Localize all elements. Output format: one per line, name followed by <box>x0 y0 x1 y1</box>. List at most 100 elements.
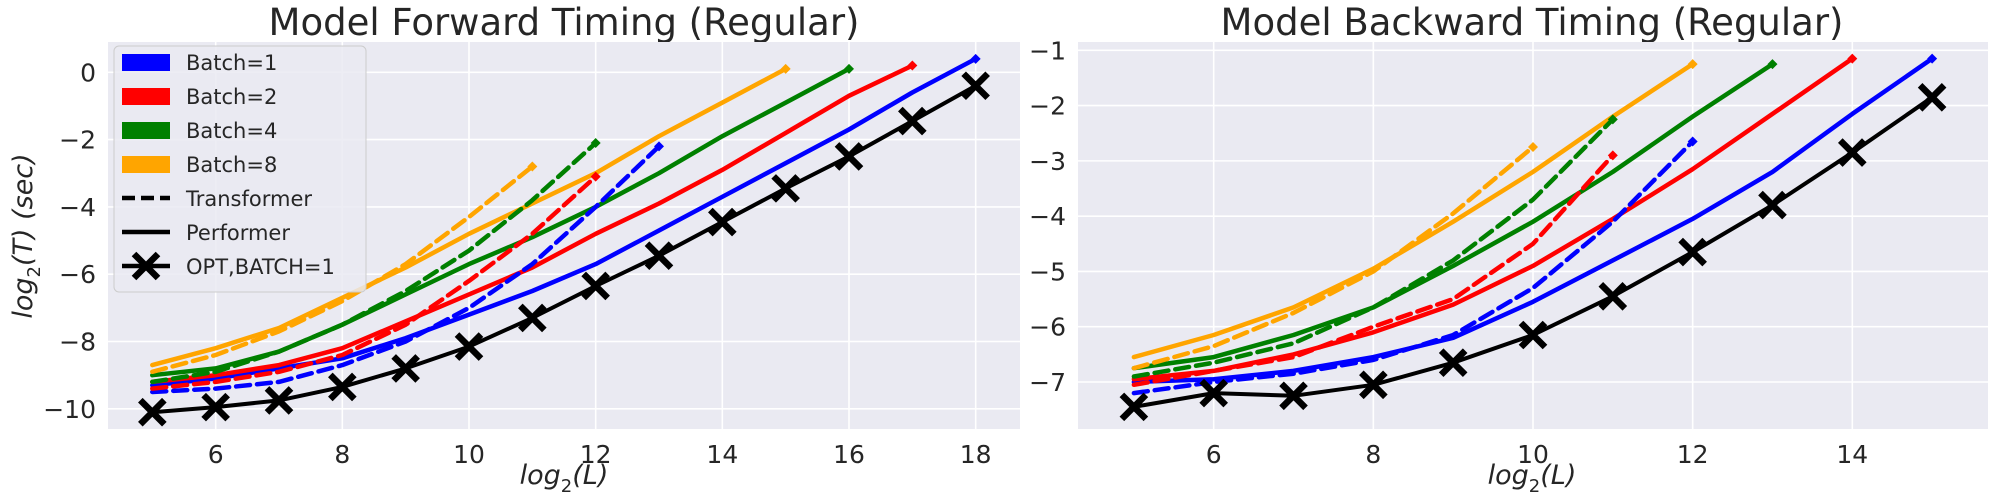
left-x-axis-label: log2(L) <box>520 460 609 497</box>
left-panel: Model Forward Timing (Regular) 6 8 10 12 14 1… <box>8 1 1020 497</box>
opt-batch-1-point <box>708 207 737 237</box>
performer-batch-2-end-marker <box>907 60 918 71</box>
opt-batch-1-point <box>1279 381 1308 411</box>
x-tick-label: 14 <box>1836 440 1868 469</box>
left-chart-title: Model Forward Timing (Regular) <box>269 1 860 44</box>
opt-batch-1-point <box>518 303 547 333</box>
y-tick-label: −6 <box>1029 313 1066 342</box>
y-tick-label: −5 <box>1029 257 1066 286</box>
y-tick-label: −10 <box>43 395 96 424</box>
opt-batch-1-point <box>1678 237 1707 267</box>
transformer-batch-8-line <box>150 164 535 375</box>
legend-label-batch-8: Batch=8 <box>186 153 277 177</box>
legend-label-transformer: Transformer <box>185 187 312 211</box>
left-y-axis-label: log2(T) (sec) <box>8 153 45 318</box>
x-tick-label: 10 <box>453 440 485 469</box>
performer-batch-8-end-marker <box>780 63 791 74</box>
opt-batch-1-point <box>1598 282 1628 311</box>
x-tick-label: 10 <box>1517 440 1549 469</box>
x-tick-label: 12 <box>1677 440 1709 469</box>
legend-label-batch-1: Batch=1 <box>186 51 277 75</box>
transformer-batch-4-end-marker <box>590 137 601 148</box>
legend-box <box>113 45 367 293</box>
right-tick-labels: 6 8 10 12 14 −1 −2 −3 −4 −5 −6 −7 <box>1029 36 1868 469</box>
transformer-batch-4-line <box>1131 117 1616 379</box>
performer-batch-4-end-marker <box>844 63 854 74</box>
y-tick-label: −3 <box>1029 147 1066 176</box>
opt-batch-1-point <box>138 397 167 427</box>
transformer-batch-1-line <box>1131 139 1695 396</box>
y-tick-label: −2 <box>59 126 96 155</box>
performer-batch-2-line <box>150 63 915 385</box>
opt-batch-1-point <box>1438 348 1468 377</box>
opt-batch-1-point <box>1518 320 1548 350</box>
legend-swatch-batch-2 <box>122 88 170 105</box>
opt-batch-1-point <box>1359 370 1388 400</box>
opt-batch-1-point <box>961 71 990 101</box>
opt-batch-1-line <box>150 83 978 415</box>
y-tick-label: −2 <box>1029 92 1066 121</box>
opt-batch-1-point <box>264 386 294 415</box>
y-tick-label: −1 <box>1029 36 1066 65</box>
transformer-batch-2-end-marker <box>590 171 601 182</box>
opt-batch-1-point <box>771 174 800 203</box>
legend-swatch-batch-4 <box>122 122 170 139</box>
x-tick-label: 18 <box>960 440 992 469</box>
transformer-batch-8-line <box>1131 144 1536 371</box>
transformer-batch-4-line <box>150 140 598 385</box>
performer-batch-4-end-marker <box>1767 59 1778 70</box>
legend-label-performer: Performer <box>186 221 290 245</box>
x-tick-label: 6 <box>1206 440 1222 469</box>
x-tick-label: 12 <box>580 440 612 469</box>
right-series <box>1119 53 1947 422</box>
legend-label-batch-2: Batch=2 <box>186 85 277 109</box>
legend-label-batch-4: Batch=4 <box>186 119 277 143</box>
transformer-batch-1-end-marker <box>1687 136 1698 147</box>
transformer-batch-8-end-marker <box>527 161 538 172</box>
opt-batch-1-point <box>1758 190 1787 220</box>
opt-batch-1-point <box>201 392 230 422</box>
performer-batch-8-end-marker <box>1687 59 1698 70</box>
transformer-batch-1-end-marker <box>654 141 664 152</box>
x-tick-label: 6 <box>208 440 224 469</box>
opt-batch-1-point <box>1199 378 1228 408</box>
transformer-batch-4-end-marker <box>1607 114 1618 125</box>
y-tick-label: −8 <box>59 328 96 357</box>
transformer-batch-1-line <box>150 144 662 395</box>
y-tick-label: 0 <box>80 58 96 87</box>
legend-swatch-cross-opt-batch-1 <box>131 251 161 281</box>
transformer-batch-2-line <box>1131 153 1616 388</box>
legend-label-opt-batch-1: OPT,BATCH=1 <box>186 255 335 279</box>
right-x-axis-label: log2(L) <box>1488 460 1577 497</box>
performer-batch-2-end-marker <box>1847 53 1858 64</box>
legend-swatch-batch-1 <box>122 54 170 71</box>
opt-batch-1-point <box>1838 138 1867 167</box>
legend-items: Batch=1 Batch=2 Batch=4 Batch=8 Transformer P… <box>122 51 335 281</box>
transformer-batch-8-end-marker <box>1528 142 1538 153</box>
right-panel: Model Backward Timing (Regular) 6 8 10 12 14… <box>1029 1 1988 497</box>
transformer-batch-2-end-marker <box>1607 150 1618 161</box>
left-tick-labels: 6 8 10 12 14 16 18 0 −2 −4 −6 −8 −10 <box>43 58 991 469</box>
x-tick-label: 16 <box>833 440 865 469</box>
x-tick-label: 14 <box>706 440 738 469</box>
x-tick-label: 8 <box>1365 440 1381 469</box>
x-tick-label: 8 <box>334 440 350 469</box>
y-tick-label: −6 <box>59 260 96 289</box>
performer-batch-2-line <box>1131 56 1855 382</box>
opt-batch-1-point <box>581 271 610 301</box>
legend: Batch=1 Batch=2 Batch=4 Batch=8 Transformer P… <box>113 45 367 293</box>
legend-swatch-batch-8 <box>122 156 170 173</box>
performer-batch-1-end-marker <box>970 53 981 64</box>
right-grid <box>1078 42 1988 429</box>
left-series <box>138 53 990 427</box>
opt-batch-1-point <box>834 142 864 171</box>
performer-batch-1-end-marker <box>1927 53 1938 64</box>
performer-batch-4-line <box>1131 61 1775 371</box>
opt-batch-1-point <box>1119 392 1149 422</box>
opt-batch-1-point <box>391 354 420 383</box>
performer-batch-8-line <box>1131 61 1695 360</box>
opt-batch-1-point <box>454 332 484 361</box>
y-tick-label: −7 <box>1029 368 1066 397</box>
performer-batch-8-line <box>150 66 788 368</box>
